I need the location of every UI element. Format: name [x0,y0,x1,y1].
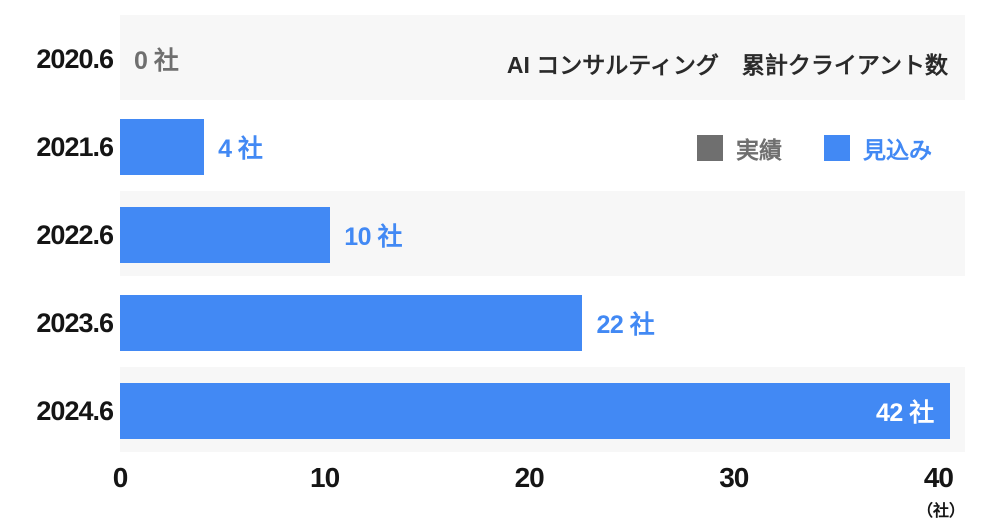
bar-2023.6 [120,295,583,351]
category-label-2022.6: 2022.6 [36,219,114,250]
value-label-2020.6: 0 社 [134,47,179,75]
value-label-2021.6: 4 社 [218,135,263,163]
x-axis: 0 10 20 30 40 [113,462,965,496]
bar-2024.6 [120,383,950,439]
x-tick-10: 10 [310,462,340,493]
x-tick-30: 30 [719,462,749,493]
row-band-2020.6: 0 社 [120,15,965,103]
legend-label-actual: 実績 [736,137,782,163]
legend: 実績 見込み [697,131,932,165]
value-label-2022.6: 10 社 [344,223,402,251]
legend-item-forecast: 見込み [824,131,932,165]
plot-area: 0 社 4 社 10 社 22 社 42 社 [120,15,965,455]
category-label-2024.6: 2024.6 [36,395,114,426]
legend-swatch-forecast-icon [824,135,850,161]
legend-swatch-actual-icon [697,135,723,161]
bar-2021.6 [120,119,205,175]
x-tick-40: 40 [923,462,954,493]
value-label-2024.6: 42 社 [876,399,934,427]
category-label-2020.6: 2020.6 [36,43,114,74]
legend-item-actual: 実績 [697,131,782,165]
category-label-2021.6: 2021.6 [36,131,114,162]
x-tick-20: 20 [514,462,545,493]
chart-title: AI コンサルティング 累計クライアント数 [506,52,948,78]
x-tick-0: 0 [112,462,129,493]
value-label-2023.6: 22 社 [596,311,655,339]
row-band-2023.6: 22 社 [120,279,965,367]
category-label-2023.6: 2023.6 [36,307,114,338]
bar-2022.6 [120,207,331,263]
row-band-2021.6: 4 社 [120,103,965,191]
legend-label-forecast: 見込み [863,137,932,163]
row-band-2024.6: 42 社 [120,367,965,455]
axis-unit-label: （社） [916,503,965,520]
row-band-2022.6: 10 社 [120,191,965,279]
